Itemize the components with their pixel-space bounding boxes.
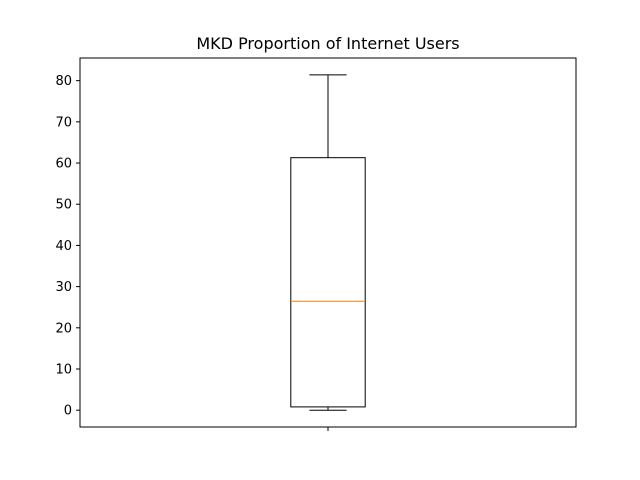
y-tick-label: 40 — [55, 239, 72, 254]
y-tick-label: 0 — [64, 404, 72, 419]
y-tick-label: 60 — [55, 157, 72, 172]
y-tick-label: 80 — [55, 74, 72, 89]
y-tick-label: 20 — [55, 321, 72, 336]
y-tick-label: 10 — [55, 363, 72, 378]
y-tick-label: 30 — [55, 280, 72, 295]
chart-title: MKD Proportion of Internet Users — [196, 34, 459, 53]
y-tick-label: 50 — [55, 198, 72, 213]
iqr-box — [290, 157, 366, 408]
y-tick-label: 70 — [55, 115, 72, 130]
